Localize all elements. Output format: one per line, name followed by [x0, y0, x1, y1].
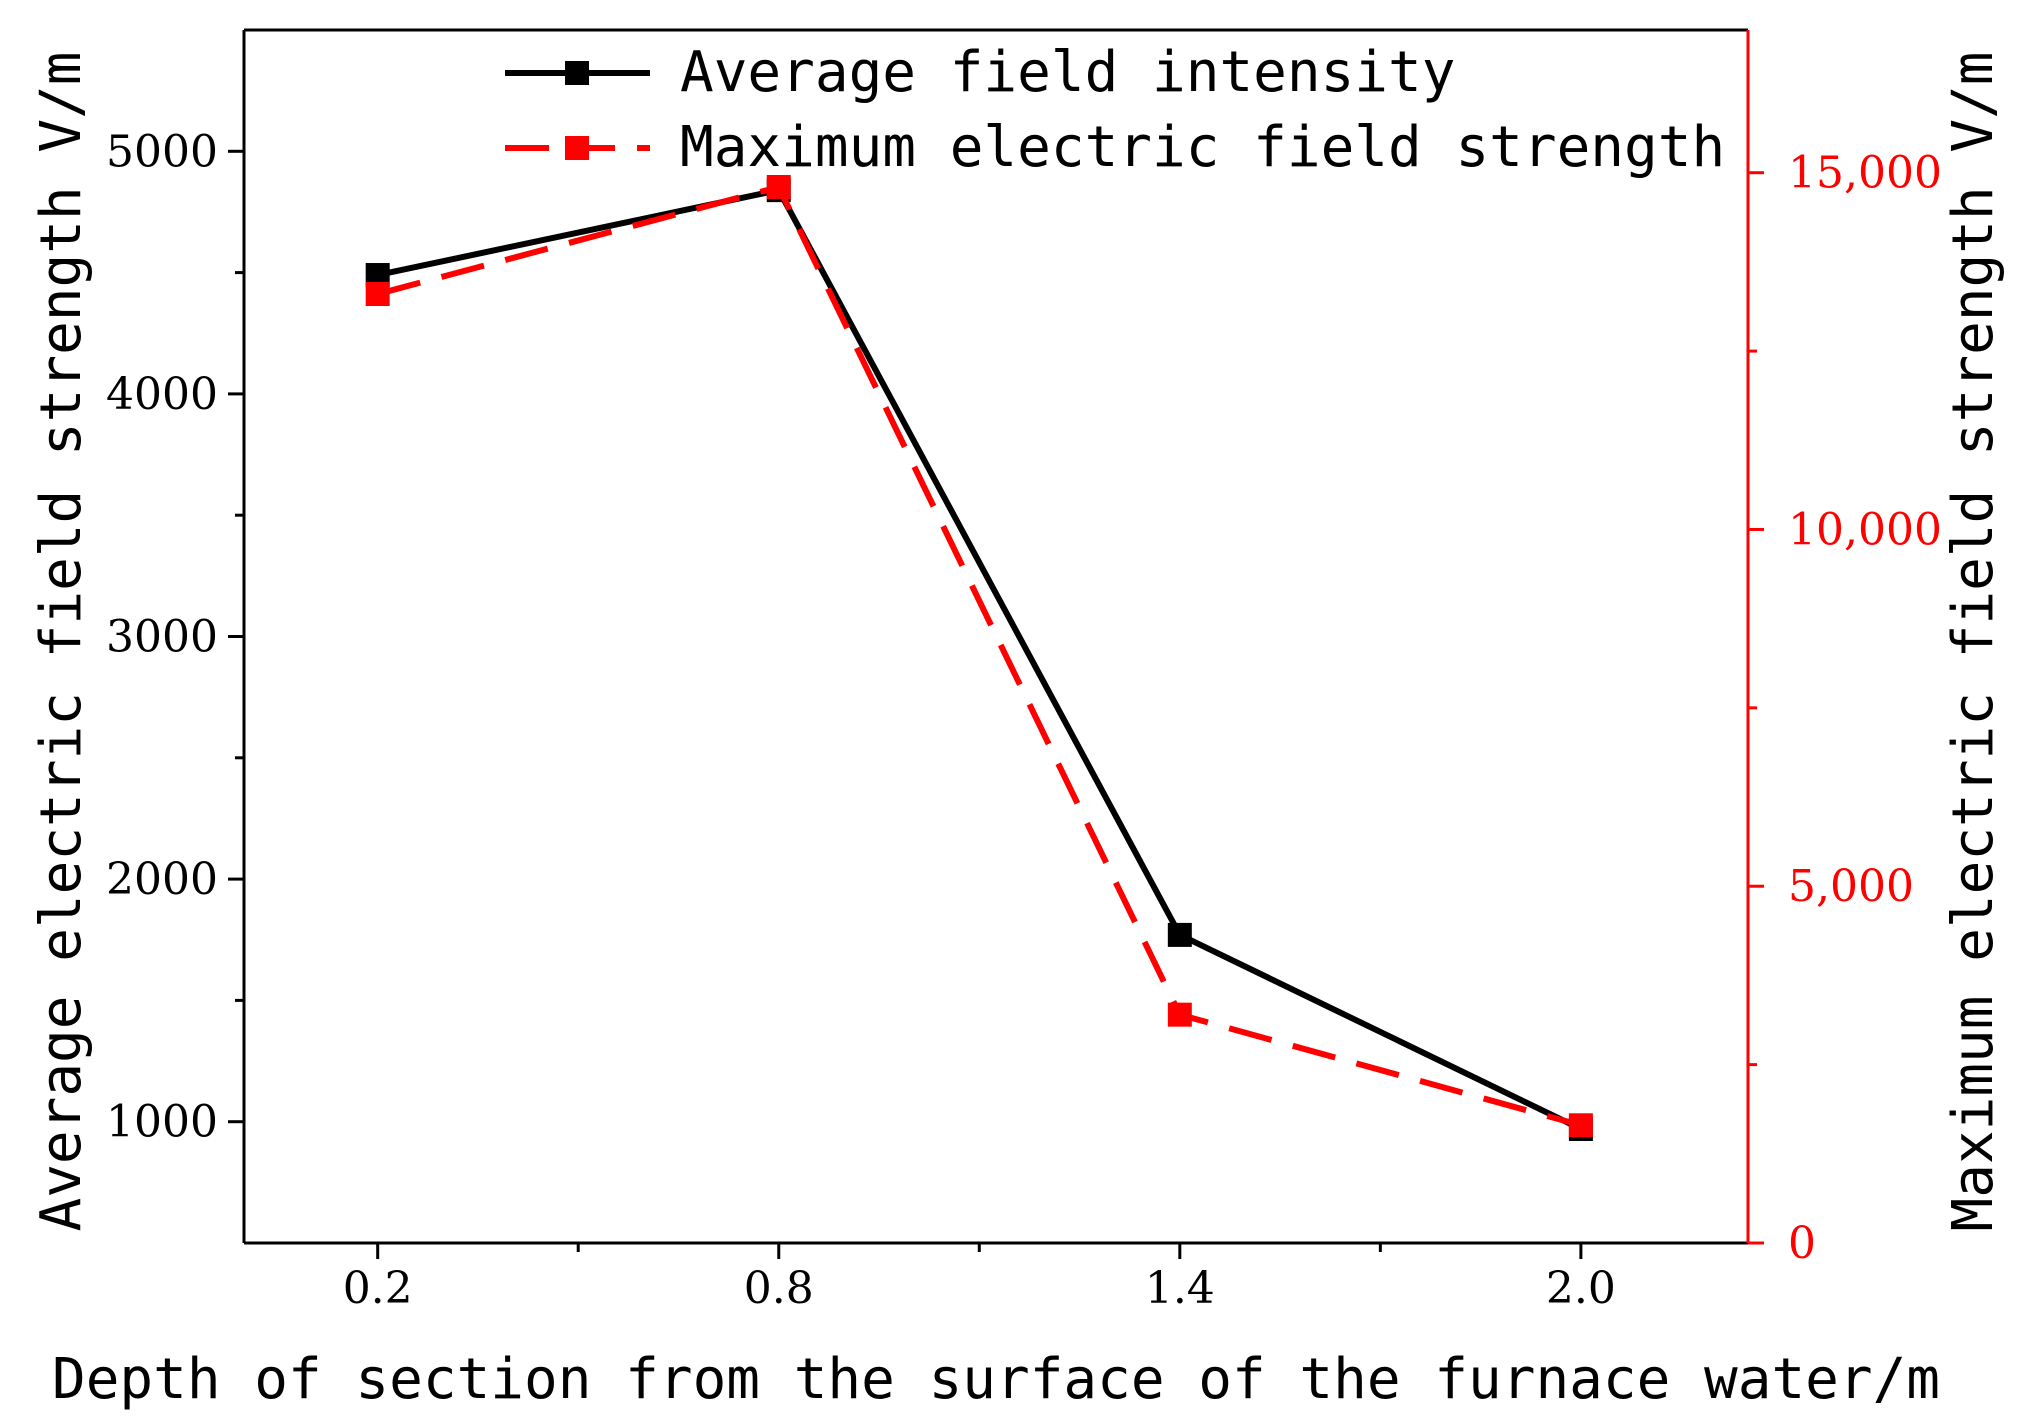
data-point-marker-maximum [1568, 1113, 1593, 1138]
x-tick-label: 1.4 [1145, 1263, 1215, 1314]
left-y-tick-label: 3000 [106, 612, 218, 663]
legend-marker-1 [565, 136, 589, 160]
right-y-tick-label: 15,000 [1788, 148, 1942, 199]
left-y-tick-label: 4000 [106, 369, 218, 420]
right-y-tick-label: 5,000 [1788, 861, 1914, 912]
left-y-tick-label: 2000 [106, 854, 218, 905]
x-tick-label: 2.0 [1546, 1263, 1616, 1314]
left-y-tick-label: 1000 [106, 1097, 218, 1148]
right-y-tick-label: 0 [1788, 1218, 1816, 1269]
legend-label-0: Average field intensity [680, 40, 1455, 105]
legend-label-1: Maximum electric field strength [680, 115, 1725, 180]
data-point-marker-average [1167, 922, 1192, 947]
data-point-marker-maximum [766, 174, 791, 199]
x-tick-label: 0.8 [744, 1263, 814, 1314]
series-line-maximum [376, 183, 1582, 1129]
x-axis-title: Depth of section from the surface of the… [52, 1347, 1940, 1412]
right-y-axis-title: Maximum electric field strength V/m [1941, 51, 2006, 1231]
left-y-axis-title: Average electric field strength V/m [29, 51, 94, 1231]
data-point-marker-maximum [1167, 1002, 1192, 1027]
data-point-marker-maximum [365, 282, 390, 307]
legend-marker-0 [565, 61, 589, 85]
axes: 0.2 0.8 1.4 2.0 1000 2000 3000 4000 5000 0 5,000 10… [29, 28, 2006, 1412]
series-line-average [377, 186, 1583, 1132]
series-layer [365, 174, 1593, 1141]
left-y-tick-label: 5000 [106, 126, 218, 177]
right-y-tick-label: 10,000 [1788, 504, 1942, 555]
legend: Average field intensity Maximum electric … [505, 40, 1725, 180]
x-tick-label: 0.2 [343, 1263, 413, 1314]
